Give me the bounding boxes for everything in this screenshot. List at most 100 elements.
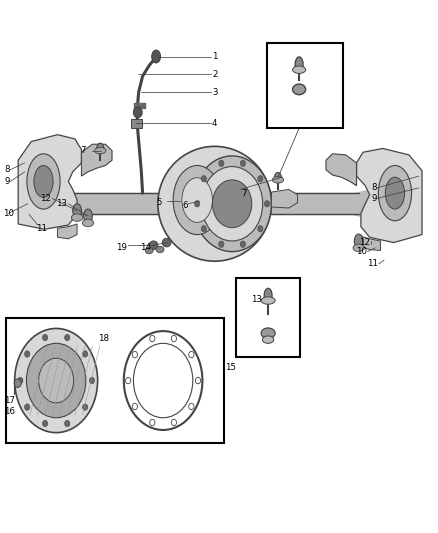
Bar [267,43,343,128]
Circle shape [258,225,263,232]
Ellipse shape [149,241,158,249]
Ellipse shape [134,107,142,118]
Text: 18: 18 [98,334,109,343]
Ellipse shape [354,234,363,248]
Circle shape [150,419,155,426]
Circle shape [25,404,30,410]
Ellipse shape [124,331,202,430]
Ellipse shape [193,156,272,252]
Ellipse shape [134,343,193,418]
Text: 2: 2 [212,70,218,78]
Ellipse shape [71,214,83,221]
Circle shape [18,377,23,384]
Text: 6: 6 [182,201,187,210]
Circle shape [194,200,200,207]
Polygon shape [361,236,381,251]
Circle shape [82,351,88,357]
Circle shape [42,334,48,341]
Bar [6,318,224,443]
Text: 10: 10 [3,209,14,218]
Circle shape [14,379,21,387]
Circle shape [64,421,70,427]
Ellipse shape [95,148,106,154]
Circle shape [201,225,206,232]
Text: 11: 11 [367,260,378,268]
Circle shape [189,351,194,358]
Circle shape [265,200,270,207]
Text: 11: 11 [35,224,46,233]
Circle shape [64,334,70,341]
Text: 8: 8 [4,165,10,174]
Ellipse shape [145,247,153,254]
Ellipse shape [26,343,86,418]
Text: 15: 15 [225,363,236,372]
Circle shape [219,160,224,166]
Text: 9: 9 [372,194,377,203]
Circle shape [150,335,155,342]
Circle shape [171,335,177,342]
Text: 3: 3 [212,87,218,96]
Ellipse shape [39,358,74,403]
Ellipse shape [14,328,98,433]
Ellipse shape [262,336,274,343]
Circle shape [42,421,48,427]
Ellipse shape [27,154,60,209]
Ellipse shape [293,66,306,74]
Text: 7: 7 [80,146,86,155]
Text: 13: 13 [251,295,262,304]
Circle shape [132,351,138,358]
Ellipse shape [182,177,212,222]
Circle shape [240,160,246,166]
Bar [237,278,300,357]
Ellipse shape [293,84,306,95]
Text: 1: 1 [212,52,218,61]
Ellipse shape [201,166,263,241]
Ellipse shape [275,172,282,183]
Ellipse shape [162,238,171,247]
Ellipse shape [97,143,104,154]
Text: 8: 8 [371,183,377,192]
Ellipse shape [385,177,405,209]
Circle shape [89,377,95,384]
Polygon shape [272,189,297,208]
Text: 19: 19 [117,244,127,253]
Ellipse shape [156,246,164,253]
Ellipse shape [212,180,252,228]
Ellipse shape [152,50,160,63]
Text: 17: 17 [4,396,15,405]
Text: 5: 5 [157,198,162,207]
Text: 7: 7 [241,189,246,198]
Circle shape [201,175,206,182]
Text: 12: 12 [359,238,370,247]
Ellipse shape [34,165,53,197]
Circle shape [189,403,194,410]
Polygon shape [57,224,77,239]
Ellipse shape [82,219,94,227]
Ellipse shape [84,209,92,223]
Ellipse shape [378,165,412,221]
Circle shape [195,377,201,384]
Ellipse shape [261,297,275,304]
Circle shape [258,175,263,182]
Ellipse shape [261,328,275,338]
Ellipse shape [264,288,272,302]
Circle shape [132,403,138,410]
Circle shape [126,377,131,384]
Polygon shape [357,149,422,243]
Polygon shape [81,144,112,176]
Ellipse shape [295,57,303,72]
Circle shape [240,241,246,247]
Text: 12: 12 [40,194,51,203]
Text: 9: 9 [4,177,10,186]
Text: 13: 13 [56,199,67,208]
Circle shape [219,241,224,247]
Polygon shape [326,154,357,185]
Ellipse shape [272,176,284,183]
Bar [131,119,142,128]
Circle shape [25,351,30,357]
Ellipse shape [158,147,272,261]
Ellipse shape [73,204,81,217]
Text: 14: 14 [140,244,151,253]
Polygon shape [18,135,81,229]
Text: 16: 16 [4,407,15,416]
